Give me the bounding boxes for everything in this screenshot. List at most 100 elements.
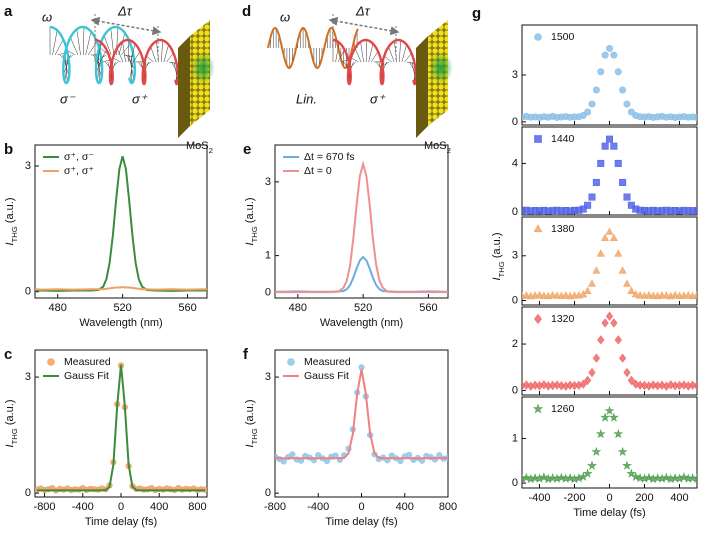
spoke <box>166 52 174 63</box>
marker <box>601 318 609 328</box>
marker <box>678 472 689 482</box>
series-line <box>275 255 448 293</box>
legend-swatch <box>533 224 543 233</box>
y-axis-label-part: I <box>244 444 256 447</box>
x-tick-label: -200 <box>563 492 585 504</box>
y-axis-label-part: I <box>491 277 503 280</box>
series-line <box>35 156 207 292</box>
marker <box>592 178 600 186</box>
y-tick-label: 3 <box>512 69 518 81</box>
spoke <box>99 49 107 63</box>
legend-label: σ⁺, σ⁻ <box>64 151 94 163</box>
marker <box>630 471 641 481</box>
marker <box>614 335 622 345</box>
x-tick-label: -400 <box>307 501 329 513</box>
x-tick-label: 800 <box>439 501 457 513</box>
y-tick-label: 2 <box>512 338 518 350</box>
delay-label: Δτ <box>355 3 371 18</box>
emission-glow <box>429 52 453 84</box>
marker <box>610 142 618 150</box>
x-tick-label: -800 <box>264 501 286 513</box>
marker <box>540 380 548 390</box>
marker <box>289 451 296 458</box>
legend-swatch <box>534 33 542 41</box>
plot-area <box>35 362 207 494</box>
marker <box>584 375 592 386</box>
x-tick-label: -800 <box>34 501 56 513</box>
spoke <box>103 35 112 56</box>
marker <box>547 473 558 483</box>
x-tick-label: 400 <box>670 492 688 504</box>
marker <box>610 318 618 328</box>
marker <box>671 290 680 299</box>
marker <box>601 142 609 150</box>
spoke <box>161 40 163 63</box>
x-axis-label: Time delay (fs) <box>85 516 157 528</box>
legend-label: 1500 <box>551 31 575 43</box>
spoke <box>88 41 98 56</box>
beam2-label: σ⁺ <box>370 91 386 106</box>
marker <box>622 279 632 287</box>
beam2-label: σ⁺ <box>132 91 148 106</box>
marker <box>584 201 592 209</box>
marker <box>613 428 624 439</box>
marker <box>605 311 614 321</box>
marker <box>601 51 609 59</box>
marker <box>627 286 636 295</box>
y-axis-label: ITHG (a.u.) <box>244 399 259 447</box>
x-tick-label: 520 <box>113 302 131 314</box>
y-tick-label: 0 <box>512 477 518 489</box>
marker <box>610 51 618 59</box>
panel-label: a <box>4 3 13 20</box>
mos2-side <box>416 36 428 138</box>
y-tick-label: 3 <box>25 160 31 172</box>
y-axis-label-part: THG <box>10 226 19 242</box>
marker <box>626 468 637 478</box>
marker <box>605 227 614 235</box>
marker <box>553 380 561 390</box>
marker <box>592 353 600 363</box>
spoke <box>401 44 407 63</box>
y-tick-label: 3 <box>512 250 518 262</box>
marker <box>600 412 611 422</box>
y-axis-label-part: THG <box>250 226 259 242</box>
x-axis-label: Wavelength (nm) <box>320 317 403 329</box>
y-tick-label: 4 <box>512 157 518 169</box>
marker <box>692 473 697 483</box>
legend-label: 1380 <box>551 223 575 235</box>
illustration <box>49 14 215 138</box>
y-tick-label: 1 <box>265 250 271 262</box>
marker <box>635 473 646 483</box>
y-tick-label: 1 <box>512 432 518 444</box>
series-line <box>36 364 206 492</box>
marker <box>693 207 697 215</box>
marker <box>692 291 697 299</box>
x-tick-label: 560 <box>178 302 196 314</box>
marker <box>522 380 530 390</box>
marker <box>658 380 666 390</box>
panel-label: e <box>243 141 251 158</box>
spoke <box>340 59 349 63</box>
spoke <box>85 31 92 56</box>
marker <box>597 335 605 345</box>
delay-arrow <box>328 16 400 36</box>
x-tick-label: 480 <box>289 302 307 314</box>
x-tick-label: 400 <box>150 501 168 513</box>
legend-label: 1440 <box>551 133 575 145</box>
marker <box>619 86 627 94</box>
y-tick-label: 0 <box>512 206 518 218</box>
marker <box>531 380 539 390</box>
illustration <box>267 14 453 138</box>
y-axis-label-part: I <box>4 444 16 447</box>
spoke <box>130 43 136 63</box>
marker <box>623 100 631 108</box>
spoke <box>404 52 412 63</box>
plot-area <box>275 160 448 294</box>
plot-area <box>275 364 448 465</box>
x-axis-label: Wavelength (nm) <box>79 317 162 329</box>
spoke <box>116 48 124 63</box>
spoke <box>133 51 141 63</box>
marker <box>667 380 675 390</box>
marker <box>604 405 615 415</box>
